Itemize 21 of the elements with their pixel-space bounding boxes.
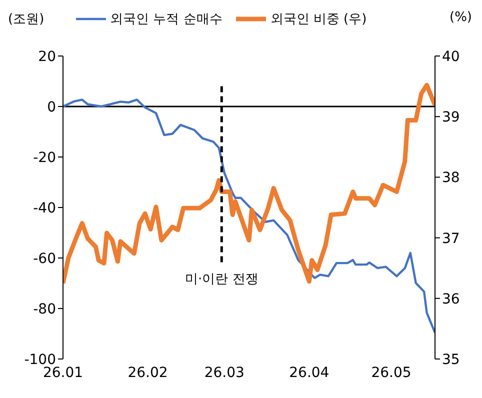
x-tick-label: 26.04 bbox=[289, 364, 330, 381]
y-tick-label: -60 bbox=[33, 250, 56, 267]
y2-tick-label: 38 bbox=[442, 170, 460, 186]
legend-label: 외국인 누적 순매수 bbox=[110, 11, 222, 28]
x-tick-label: 26.03 bbox=[204, 364, 244, 381]
y-tick-label: -40 bbox=[33, 200, 56, 216]
ref-line-label: 미·이란 전쟁 bbox=[185, 272, 258, 288]
y-tick-label: -20 bbox=[33, 150, 56, 166]
y-tick-label: 0 bbox=[47, 99, 56, 116]
y2-tick-label: 40 bbox=[442, 48, 460, 65]
x-tick-label: 26.02 bbox=[128, 364, 168, 381]
y2-tick-label: 35 bbox=[442, 352, 460, 368]
legend-label: 외국인 비중 (우) bbox=[270, 11, 367, 28]
y2-tick-label: 39 bbox=[442, 110, 460, 126]
y-tick-label: -80 bbox=[33, 301, 56, 318]
y-axis-title: (조원) bbox=[8, 11, 44, 28]
y2-tick-label: 37 bbox=[442, 230, 460, 247]
y-tick-label: 20 bbox=[38, 48, 56, 65]
y2-axis-title: (%) bbox=[450, 10, 472, 25]
y2-tick-label: 36 bbox=[442, 291, 460, 308]
x-tick-label: 26.05 bbox=[371, 364, 412, 381]
